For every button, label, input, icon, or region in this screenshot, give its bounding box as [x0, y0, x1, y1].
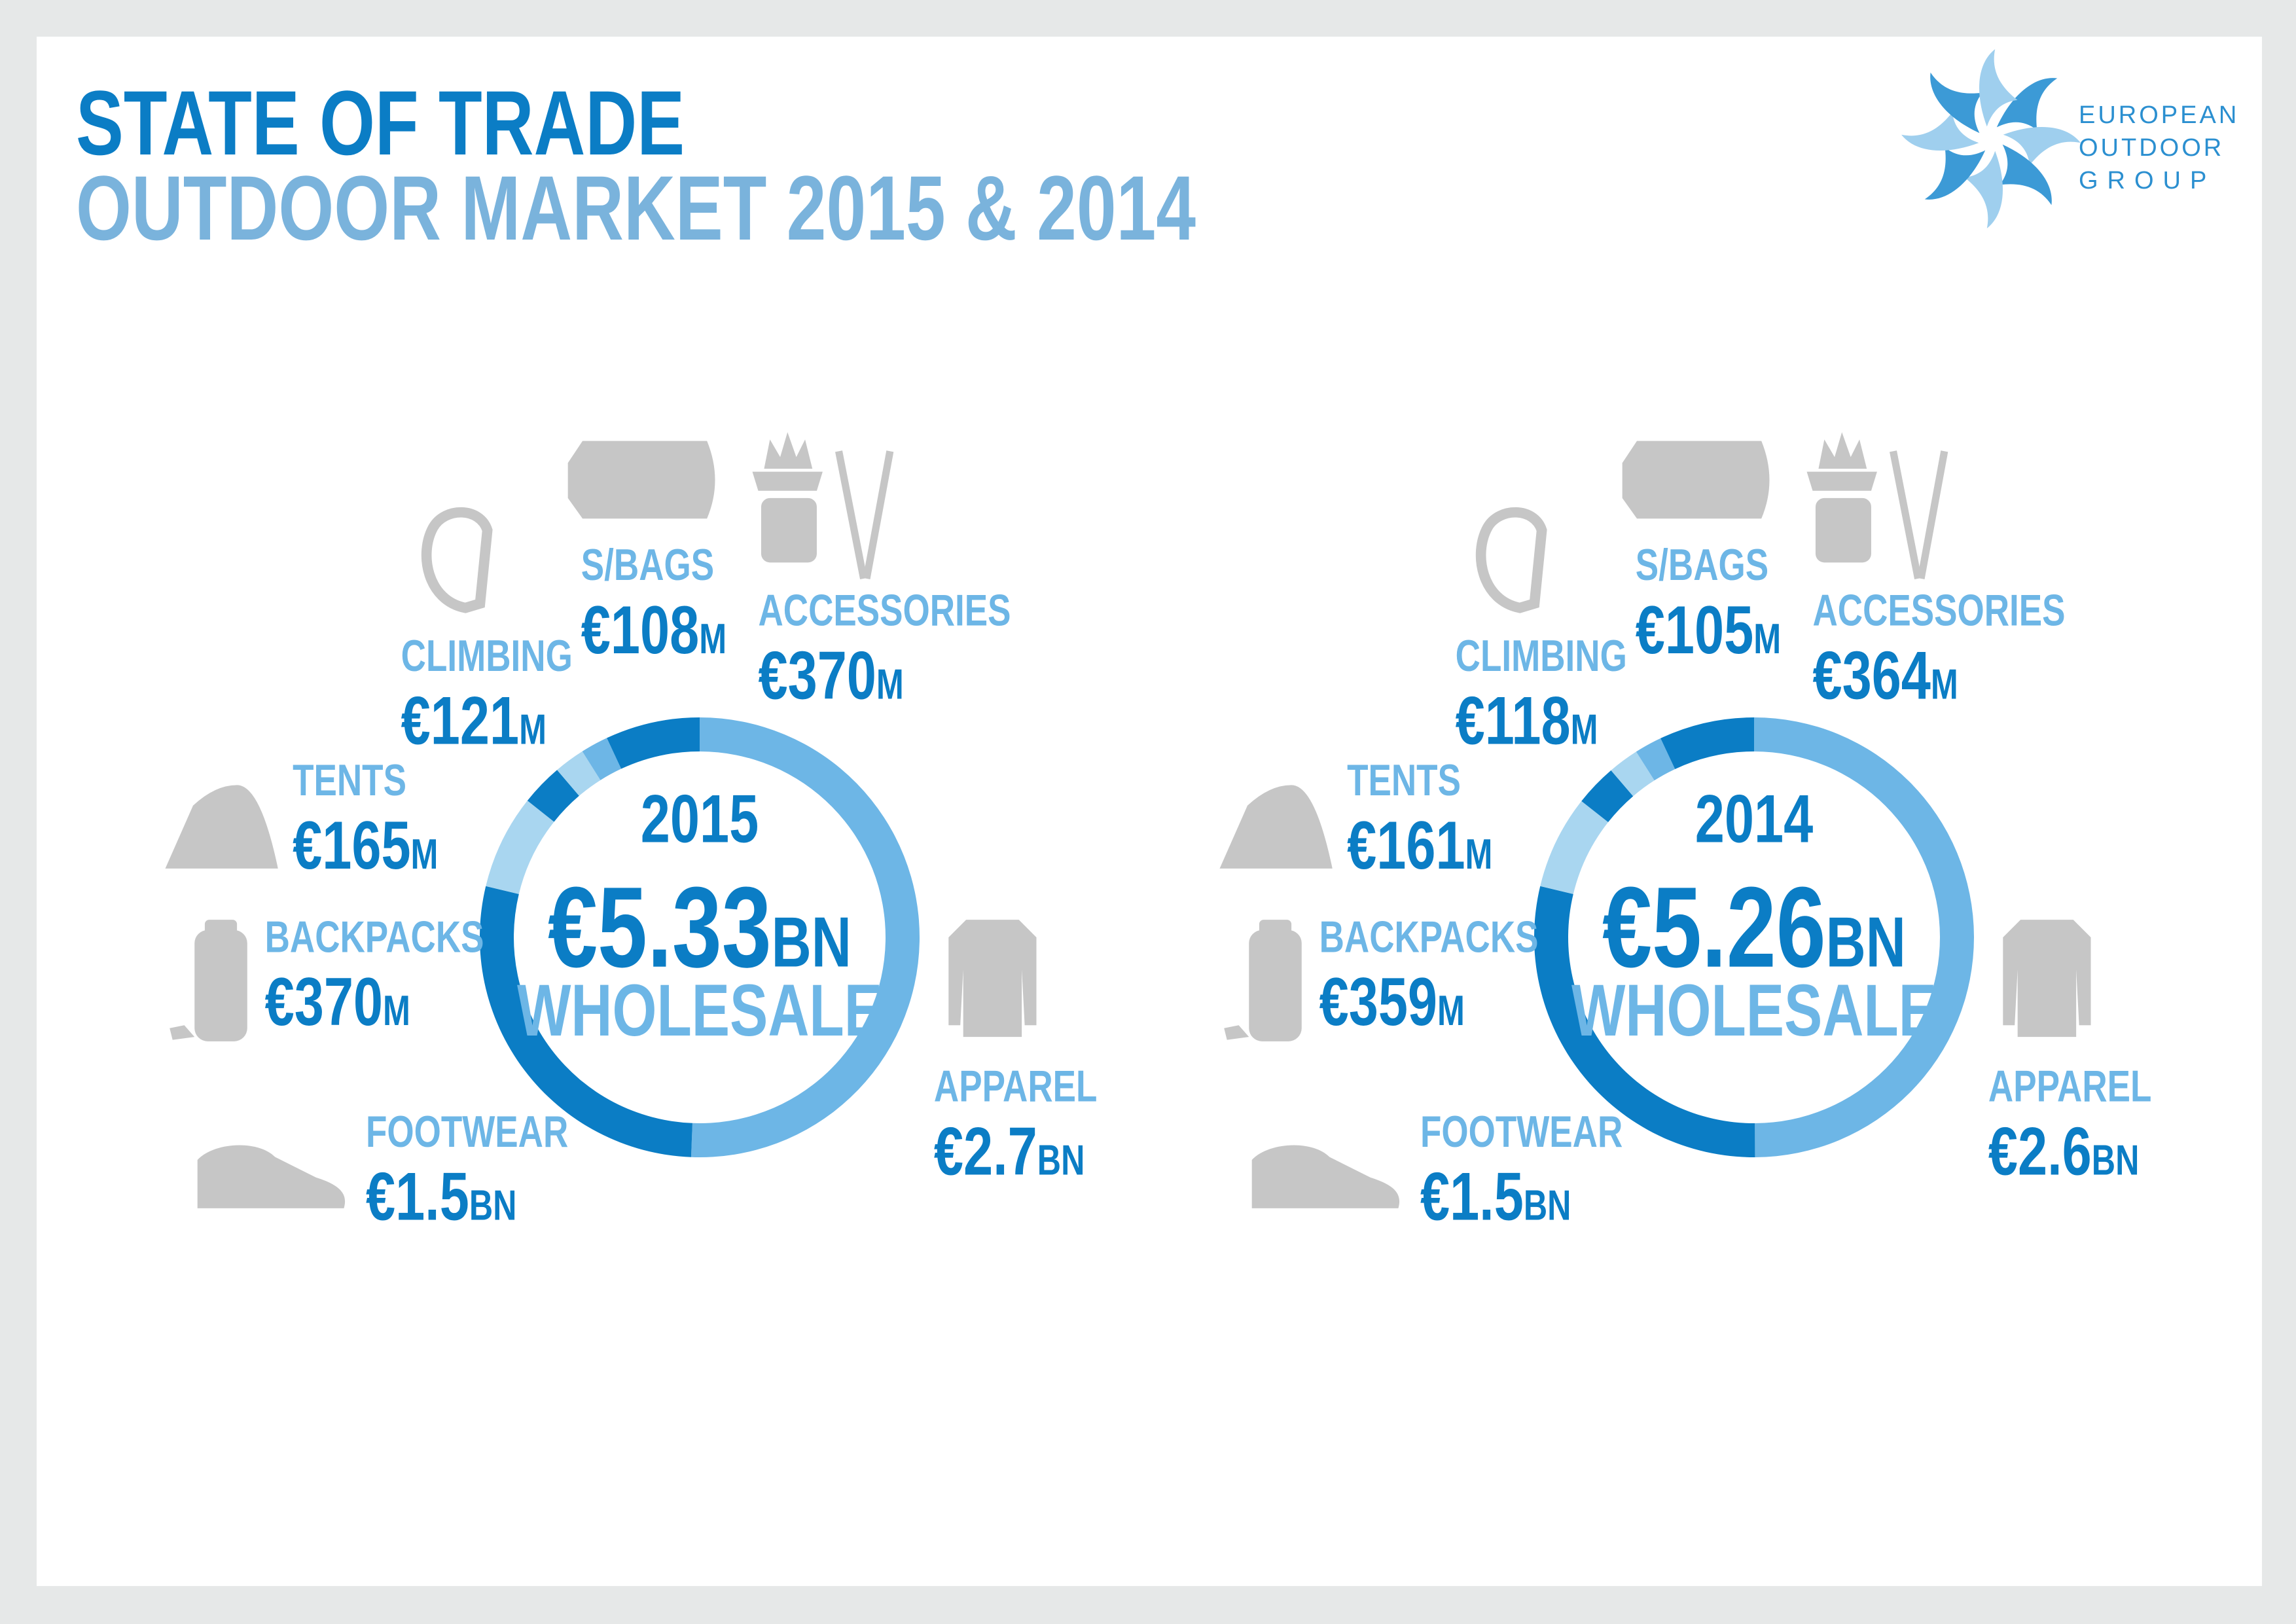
value-label: €370M: [758, 638, 903, 713]
category-label: APPAREL: [934, 1061, 1097, 1111]
category-label-wrap: APPAREL: [934, 1061, 1097, 1111]
category-label-wrap: S/BAGS: [581, 540, 714, 590]
category-label-wrap: BACKPACKS: [265, 912, 484, 962]
donut-total-wrap: €5.26BN: [1602, 864, 1906, 992]
value-label-wrap: €364M: [1812, 638, 1958, 713]
subtitle-wrap: OUTDOOR MARKET 2015 & 2014: [76, 156, 1196, 259]
value-label: €370M: [265, 964, 410, 1040]
category-label: TENTS: [1347, 755, 1461, 805]
value-label: €108M: [581, 592, 726, 668]
value-label: €2.7BN: [934, 1113, 1085, 1189]
value-label-wrap: €108M: [581, 592, 726, 668]
category-label-wrap: ACCESSORIES: [758, 585, 1011, 635]
category-label-wrap: TENTS: [1347, 755, 1461, 805]
donut-segment: [480, 886, 692, 1157]
category-label-wrap: ACCESSORIES: [1812, 585, 2065, 635]
category-label: FOOTWEAR: [1420, 1107, 1623, 1157]
value-label-wrap: €1.5BN: [1420, 1159, 1571, 1235]
value-label: €105M: [1636, 592, 1781, 668]
category-label: CLIMBING: [401, 631, 573, 681]
donut-segment: [691, 717, 920, 1157]
category-label: ACCESSORIES: [758, 585, 1011, 635]
value-label: €118M: [1456, 683, 1598, 759]
category-label-wrap: BACKPACKS: [1319, 912, 1539, 962]
value-label: €121M: [401, 683, 547, 759]
donut-caption-wrap: WHOLESALE: [1571, 970, 1937, 1052]
donut-caption: WHOLESALE: [1571, 970, 1937, 1052]
value-label-wrap: €359M: [1319, 964, 1465, 1040]
category-label: BACKPACKS: [265, 912, 484, 962]
donut-segment: [527, 770, 579, 822]
donut-segment: [557, 751, 601, 796]
donut-segment: [582, 738, 622, 780]
donut-segment: [1534, 886, 1755, 1157]
category-label-wrap: CLIMBING: [401, 631, 573, 681]
donut-caption-wrap: WHOLESALE: [517, 970, 882, 1052]
value-label-wrap: €105M: [1636, 592, 1781, 668]
donut-segment: [1636, 738, 1676, 781]
category-label-wrap: CLIMBING: [1456, 631, 1627, 681]
value-label-wrap: €2.7BN: [934, 1113, 1085, 1189]
donut-segment: [607, 717, 700, 769]
value-label: €161M: [1347, 807, 1492, 883]
value-label-wrap: €165M: [293, 807, 438, 883]
donut-total: €5.26BN: [1602, 864, 1906, 992]
donut-segment: [1611, 751, 1655, 797]
value-label-wrap: €370M: [265, 964, 410, 1040]
value-label: €1.5BN: [366, 1159, 517, 1235]
value-label: €364M: [1812, 638, 1958, 713]
donut-segment: [1754, 717, 1974, 1157]
title-wrap: STATE OF TRADE: [76, 71, 685, 174]
value-label: €2.6BN: [1988, 1113, 2140, 1189]
subtitle: OUTDOOR MARKET 2015 & 2014: [76, 156, 1196, 259]
category-label: S/BAGS: [1636, 540, 1768, 590]
donut-year-wrap: 2015: [641, 781, 759, 857]
donut-segment: [1581, 770, 1634, 823]
category-label-wrap: FOOTWEAR: [1420, 1107, 1623, 1157]
donut-caption: WHOLESALE: [517, 970, 882, 1052]
donut-year: 2015: [641, 781, 759, 857]
logo-text: EUROPEAN: [2079, 101, 2239, 129]
category-label: S/BAGS: [581, 540, 714, 590]
value-label-wrap: €118M: [1456, 683, 1598, 759]
value-label-wrap: €161M: [1347, 807, 1492, 883]
value-label-wrap: €370M: [758, 638, 903, 713]
category-label-wrap: S/BAGS: [1636, 540, 1768, 590]
donut-segment: [486, 801, 554, 894]
donut-total-wrap: €5.33BN: [548, 864, 852, 992]
category-label-wrap: FOOTWEAR: [366, 1107, 568, 1157]
donut-segment: [1540, 801, 1609, 894]
category-label-wrap: TENTS: [293, 755, 406, 805]
category-label: CLIMBING: [1456, 631, 1627, 681]
logo-text: GROUP: [2079, 167, 2215, 194]
logo-text: OUTDOOR: [2079, 134, 2224, 162]
donut-segment: [1660, 717, 1754, 769]
donut-year-wrap: 2014: [1695, 781, 1814, 857]
category-label: ACCESSORIES: [1812, 585, 2065, 635]
category-label: FOOTWEAR: [366, 1107, 568, 1157]
category-label: APPAREL: [1988, 1061, 2151, 1111]
donut-total: €5.33BN: [548, 864, 852, 992]
value-label: €165M: [293, 807, 438, 883]
value-label: €359M: [1319, 964, 1465, 1040]
value-label-wrap: €1.5BN: [366, 1159, 517, 1235]
value-label-wrap: €121M: [401, 683, 547, 759]
category-label: BACKPACKS: [1319, 912, 1539, 962]
category-label: TENTS: [293, 755, 406, 805]
donut-year: 2014: [1695, 781, 1814, 857]
value-label-wrap: €2.6BN: [1988, 1113, 2140, 1189]
title: STATE OF TRADE: [76, 71, 685, 174]
category-label-wrap: APPAREL: [1988, 1061, 2151, 1111]
value-label: €1.5BN: [1420, 1159, 1571, 1235]
